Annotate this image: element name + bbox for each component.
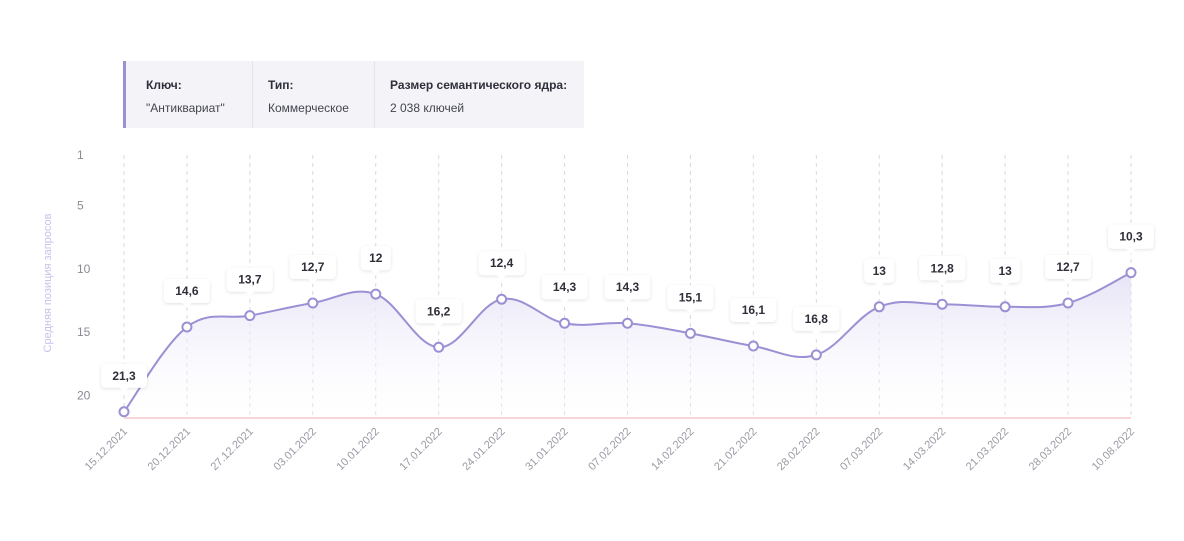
data-point [307,297,319,309]
y-tick-label: 15 [77,325,91,339]
data-point [1062,297,1074,309]
x-tick-label: 10.08.2022 [1090,426,1137,473]
x-tick-label: 27.12.2021 [209,426,256,473]
data-label: 12,7 [289,255,336,285]
size-label: Размер семантического ядра: [390,78,568,92]
info-size: Размер семантического ядра: 2 038 ключей [374,61,584,128]
type-label: Тип: [268,78,294,92]
data-label: 12,8 [919,256,966,286]
svg-text:13: 13 [998,264,1012,278]
svg-text:12,8: 12,8 [931,261,955,275]
x-tick-label: 31.01.2022 [523,426,570,473]
data-point [181,321,193,333]
x-tick-label: 10.01.2022 [334,426,381,473]
svg-text:21,3: 21,3 [112,369,136,383]
svg-text:14,3: 14,3 [553,280,577,294]
x-tick-label: 15.12.2021 [83,426,130,473]
data-point [936,298,948,310]
data-point [433,341,445,353]
x-tick-label: 03.01.2022 [272,426,319,473]
info-type: Тип: Коммерческое [252,61,374,128]
svg-text:16,8: 16,8 [805,312,829,326]
x-tick-label: 14.02.2022 [649,426,696,473]
size-value: 2 038 ключей [390,101,465,115]
data-label: 16,2 [415,299,462,329]
data-point [873,301,885,313]
info-panel: Ключ: "Антиквариат" Тип: Коммерческое Ра… [123,61,584,128]
svg-text:16,1: 16,1 [742,303,766,317]
data-label: 13 [990,258,1021,288]
x-axis: 15.12.2021 20.12.2021 27.12.2021 03.01.2022… [83,426,1137,473]
x-tick-label: 21.03.2022 [964,426,1011,473]
svg-text:13,7: 13,7 [238,273,262,287]
svg-text:12,7: 12,7 [1056,260,1080,274]
data-label: 15,1 [667,285,714,315]
data-label: 21,3 [101,363,147,393]
data-point [118,406,130,418]
svg-text:12,7: 12,7 [301,260,325,274]
svg-text:12: 12 [369,251,383,265]
svg-text:14,3: 14,3 [616,280,640,294]
y-tick-label: 5 [77,199,84,213]
data-label: 14,6 [163,279,210,309]
x-tick-label: 07.03.2022 [838,426,885,473]
x-tick-label: 28.02.2022 [775,426,822,473]
data-label: 13,7 [226,267,273,297]
y-tick-label: 20 [77,388,91,402]
data-point [684,327,696,339]
data-points [118,267,1137,418]
data-point [747,340,759,352]
svg-text:15,1: 15,1 [679,290,703,304]
data-point [622,317,633,329]
x-tick-label: 17.01.2022 [397,426,444,473]
x-tick-label: 14.03.2022 [901,426,948,473]
type-value: Коммерческое [268,101,349,115]
data-label: 12 [360,246,391,276]
data-label: 14,3 [604,275,651,305]
svg-text:14,6: 14,6 [175,284,199,298]
x-tick-label: 20.12.2021 [146,426,193,473]
key-label: Ключ: [146,78,182,92]
data-point [810,349,822,361]
data-label: 13 [864,258,895,288]
data-label: 12,4 [478,251,525,281]
svg-text:10,3: 10,3 [1119,230,1143,244]
data-label: 14,3 [541,275,588,305]
data-point [370,288,382,300]
svg-text:13: 13 [873,264,887,278]
data-label: 16,8 [793,306,840,336]
y-tick-label: 10 [77,262,91,276]
x-tick-label: 07.02.2022 [586,426,633,473]
data-label: 10,3 [1108,224,1154,254]
data-point [244,310,256,322]
svg-text:12,4: 12,4 [490,256,514,270]
data-labels: 21,3 14,6 13,7 12,7 12 16,2 12,4 14,3 14,3 15,1 16… [101,224,1154,393]
data-label: 12,7 [1045,255,1092,285]
data-point [496,293,508,305]
svg-text:16,2: 16,2 [427,304,451,318]
y-axis-label: Средняя позиция запросов [42,213,54,352]
info-key: Ключ: "Антиквариат" [126,61,252,128]
data-label: 16,1 [730,298,777,328]
x-tick-label: 24.01.2022 [460,426,507,473]
y-tick-label: 1 [77,148,84,162]
key-value: "Антиквариат" [146,101,225,115]
data-point [999,301,1011,313]
data-point [559,317,571,329]
x-tick-label: 28.03.2022 [1027,426,1074,473]
data-point [1125,267,1137,279]
x-tick-label: 21.02.2022 [712,426,759,473]
